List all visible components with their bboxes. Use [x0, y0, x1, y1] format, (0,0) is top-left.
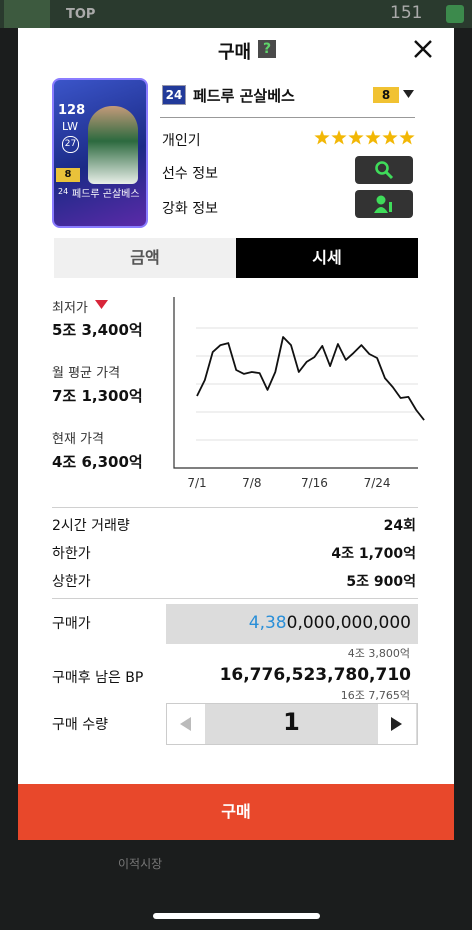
price-highlight: 4,38: [248, 613, 287, 633]
qty-decrease[interactable]: [167, 704, 205, 744]
chart-axes: [173, 297, 418, 469]
info-label: 선수 정보: [162, 166, 218, 182]
qty-value: 1: [283, 708, 300, 736]
qty-increase[interactable]: [378, 704, 416, 744]
home-indicator: [153, 913, 320, 919]
coins: 151: [390, 3, 423, 23]
x-tick-label: 7/1: [187, 476, 206, 490]
price-input[interactable]: [166, 604, 418, 644]
star: [365, 130, 381, 145]
card-team-number: 27: [62, 136, 79, 153]
min-price: 5조 3,400억: [52, 321, 143, 339]
card-season: 24: [58, 187, 69, 196]
price-line: [196, 336, 425, 421]
star: [331, 130, 347, 145]
star: [314, 130, 330, 145]
buy-button[interactable]: 구매: [18, 784, 454, 840]
current-price: 4조 6,300억: [52, 453, 143, 471]
price-rest: 0,000,000,000: [286, 613, 411, 633]
rank: TOP: [66, 7, 96, 22]
avg-price-label: 월 평균 가격: [52, 366, 121, 381]
current-price-label: 현재 가격: [52, 432, 104, 447]
high-label: 상한가: [52, 574, 91, 590]
player-card: [52, 78, 148, 228]
qty-label: 구매 수량: [52, 717, 108, 733]
upgrade-button[interactable]: [355, 190, 413, 218]
high-value: 5조 900억: [346, 574, 416, 590]
qty-stepper: [166, 703, 418, 745]
star: [382, 130, 398, 145]
card-grade: 8: [56, 168, 80, 182]
avg-price: 7조 1,300억: [52, 387, 143, 405]
volume-value: 24회: [383, 518, 416, 534]
tab-market-price[interactable]: 시세: [236, 238, 418, 278]
info-button[interactable]: [355, 156, 413, 184]
tab-amount[interactable]: 금액: [54, 238, 236, 278]
player-image: [88, 106, 138, 184]
season-badge: 24: [162, 85, 186, 105]
add-button[interactable]: [446, 5, 464, 23]
modal-title: 구매: [218, 42, 252, 63]
card-ovr: 128: [58, 103, 86, 118]
card-position: LW: [62, 120, 78, 133]
help-icon[interactable]: ?: [258, 40, 276, 58]
close-button[interactable]: [412, 38, 434, 60]
remain-label: 구매후 남은 BP: [52, 670, 144, 686]
skill-stars: [314, 130, 415, 145]
card-name: 페드루 곤살베스: [72, 189, 140, 200]
star: [399, 130, 415, 145]
level-dropdown[interactable]: [403, 90, 415, 100]
volume-label: 2시간 거래량: [52, 518, 130, 534]
nav-market[interactable]: 이적시장: [118, 857, 163, 871]
low-label: 하한가: [52, 546, 91, 562]
upgrade-label: 강화 정보: [162, 201, 218, 217]
x-tick-label: 7/8: [242, 476, 261, 490]
min-price-label: 최저가: [52, 301, 88, 316]
low-value: 4조 1,700억: [331, 546, 416, 562]
club-badge: [4, 0, 50, 28]
x-tick-label: 7/24: [364, 476, 391, 490]
price-chart: 7/1 7/8 7/16 7/24: [173, 297, 425, 490]
top-bar: TOP 151: [0, 0, 472, 28]
x-tick-label: 7/16: [301, 476, 328, 490]
price-input-value: 4,380,000,000,000: [249, 613, 411, 633]
level-badge[interactable]: 8: [373, 87, 399, 103]
price-label: 구매가: [52, 616, 91, 632]
player-name: 페드루 곤살베스: [193, 87, 295, 105]
price-sub: 4조 3,800억: [347, 647, 410, 660]
remain-value: 16,776,523,780,710: [219, 665, 411, 685]
skill-label: 개인기: [162, 133, 201, 149]
min-indicator: [95, 300, 108, 309]
remain-sub: 16조 7,765억: [340, 689, 410, 702]
star: [348, 130, 364, 145]
